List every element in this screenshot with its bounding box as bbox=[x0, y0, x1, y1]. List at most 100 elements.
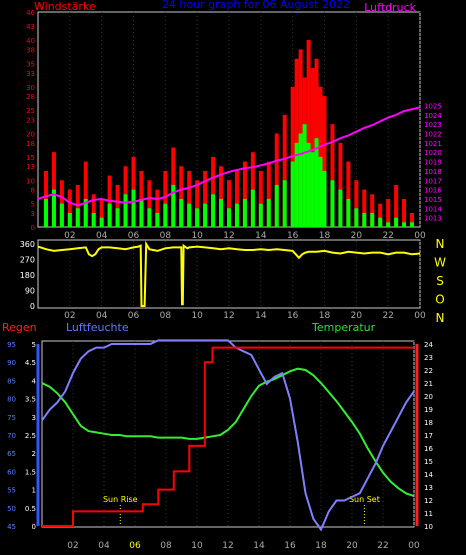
pressure-y-tick: 1022 bbox=[424, 131, 442, 139]
x-tick-label: 16 bbox=[287, 231, 299, 241]
gust-bar bbox=[219, 166, 224, 227]
temperature-axis-label: Temperatur bbox=[311, 321, 376, 334]
wind-avg-bar bbox=[386, 222, 391, 227]
gust-bar bbox=[274, 133, 279, 227]
rain-y-tick: 3.5 bbox=[25, 396, 36, 404]
x-tick-label: 14 bbox=[253, 541, 265, 551]
gust-bar bbox=[338, 142, 343, 227]
pressure-y-tick: 1020 bbox=[424, 149, 442, 157]
x-tick-label: 02 bbox=[64, 311, 75, 321]
climate-axes: 0 0.5 1 1.5 2 2.5 3 3.5 4 4.5 5 45 50 55 60 65 70 75 80 85 9… bbox=[7, 341, 433, 531]
wind-avg-bar bbox=[274, 184, 279, 227]
gust-bar bbox=[203, 170, 208, 227]
humidity-y-tick: 55 bbox=[7, 487, 16, 495]
wind-avg-bar bbox=[83, 198, 88, 227]
gust-bar bbox=[318, 86, 323, 227]
wind-y-tick: 10 bbox=[26, 177, 35, 185]
wind-y-tick: 8 bbox=[31, 187, 35, 195]
wind-avg-bar bbox=[298, 133, 303, 227]
temperature-y-tick: 12 bbox=[424, 497, 433, 505]
direction-y-tick: 270 bbox=[20, 256, 35, 265]
wind-y-tick: 40 bbox=[26, 37, 35, 45]
gust-bar bbox=[266, 161, 271, 227]
gust-bar bbox=[147, 180, 152, 227]
gust-bar bbox=[402, 198, 407, 227]
pressure-y-tick: 1018 bbox=[424, 168, 442, 176]
temperature-y-tick: 10 bbox=[424, 523, 433, 531]
climate-lines bbox=[41, 339, 415, 532]
wind-avg-bar bbox=[250, 189, 255, 227]
wind-avg-bar bbox=[67, 212, 72, 227]
x-tick-label: 00 bbox=[414, 231, 426, 241]
x-tick-label: 00 bbox=[408, 541, 420, 551]
wind-avg-bar bbox=[155, 212, 160, 227]
pressure-y-tick: 1013 bbox=[424, 215, 442, 223]
gust-bar bbox=[394, 184, 399, 227]
rain-y-tick: 4 bbox=[32, 377, 37, 385]
wind-avg-bar bbox=[346, 198, 351, 227]
x-tick-label: 12 bbox=[223, 231, 234, 241]
humidity-y-tick: 45 bbox=[7, 523, 16, 531]
temperature-y-tick: 24 bbox=[424, 341, 433, 349]
wind-avg-bar bbox=[99, 217, 104, 227]
humidity-y-tick: 90 bbox=[7, 359, 16, 367]
wind-avg-bar bbox=[282, 180, 287, 227]
gust-bar bbox=[242, 161, 247, 227]
wind-avg-bar bbox=[310, 152, 315, 227]
sun-annotation: Sun Set bbox=[349, 495, 380, 504]
direction-y-tick: 360 bbox=[20, 240, 35, 249]
wind-avg-bar bbox=[354, 208, 359, 227]
wind-avg-bar bbox=[410, 222, 415, 227]
wind-avg-bar bbox=[330, 180, 335, 227]
humidity-line bbox=[41, 339, 415, 532]
gust-bar bbox=[83, 161, 88, 227]
rain-axis-label: Regen bbox=[2, 321, 37, 334]
wind-y-tick: 33 bbox=[26, 70, 35, 78]
x-tick-label: 22 bbox=[382, 231, 393, 241]
gust-bar bbox=[362, 189, 367, 227]
x-tick-label: 08 bbox=[160, 231, 172, 241]
wind-avg-bar bbox=[147, 208, 152, 227]
temperature-y-tick: 18 bbox=[424, 419, 433, 427]
x-tick-label: 06 bbox=[128, 231, 140, 241]
wind-y-tick: 13 bbox=[26, 163, 35, 171]
x-tick-label: 14 bbox=[255, 311, 267, 321]
temperature-y-tick: 11 bbox=[424, 510, 433, 518]
temperature-y-tick: 14 bbox=[424, 471, 433, 479]
gust-bar bbox=[346, 161, 351, 227]
gust-bar bbox=[378, 203, 383, 227]
direction-y-ticks: 0 90 180 270 360 bbox=[20, 240, 35, 311]
humidity-axis-label: Luftfeuchte bbox=[66, 321, 129, 334]
temperature-y-tick: 15 bbox=[424, 458, 433, 466]
rain-y-tick: 0.5 bbox=[25, 505, 36, 513]
pressure-line-group bbox=[37, 106, 421, 207]
gust-bar bbox=[370, 194, 375, 227]
x-tick-label: 08 bbox=[160, 311, 172, 321]
wind-avg-bar bbox=[171, 184, 176, 227]
x-tick-label: 20 bbox=[351, 311, 363, 321]
gust-bar bbox=[354, 180, 359, 227]
rain-y-tick: 0 bbox=[32, 523, 36, 531]
humidity-y-tick: 70 bbox=[7, 432, 16, 440]
x-tick-label: 16 bbox=[284, 541, 296, 551]
wind-axis-label: Windstärke bbox=[34, 0, 96, 13]
gust-bar bbox=[306, 40, 311, 227]
wind-avg-bar bbox=[378, 217, 383, 227]
wind-avg-bar bbox=[51, 189, 56, 227]
wind-avg-bar bbox=[163, 203, 168, 227]
gust-bar bbox=[227, 180, 231, 227]
humidity-y-tick: 65 bbox=[7, 450, 16, 458]
x-tick-label: 12 bbox=[222, 541, 233, 551]
pressure-y-tick: 1015 bbox=[424, 196, 442, 204]
pressure-y-tick: 1023 bbox=[424, 121, 442, 129]
wind-avg-bar bbox=[43, 198, 48, 227]
pressure-y-tick: 1014 bbox=[424, 205, 442, 213]
temperature-y-tick: 22 bbox=[424, 367, 433, 375]
wind-avg-bar bbox=[266, 198, 271, 227]
x-tick-label: 18 bbox=[315, 541, 327, 551]
x-tick-label: 08 bbox=[160, 541, 172, 551]
gust-bar bbox=[187, 170, 192, 227]
sun-annotations: Sun Rise Sun Set bbox=[103, 495, 380, 526]
wind-avg-bar bbox=[234, 203, 239, 227]
